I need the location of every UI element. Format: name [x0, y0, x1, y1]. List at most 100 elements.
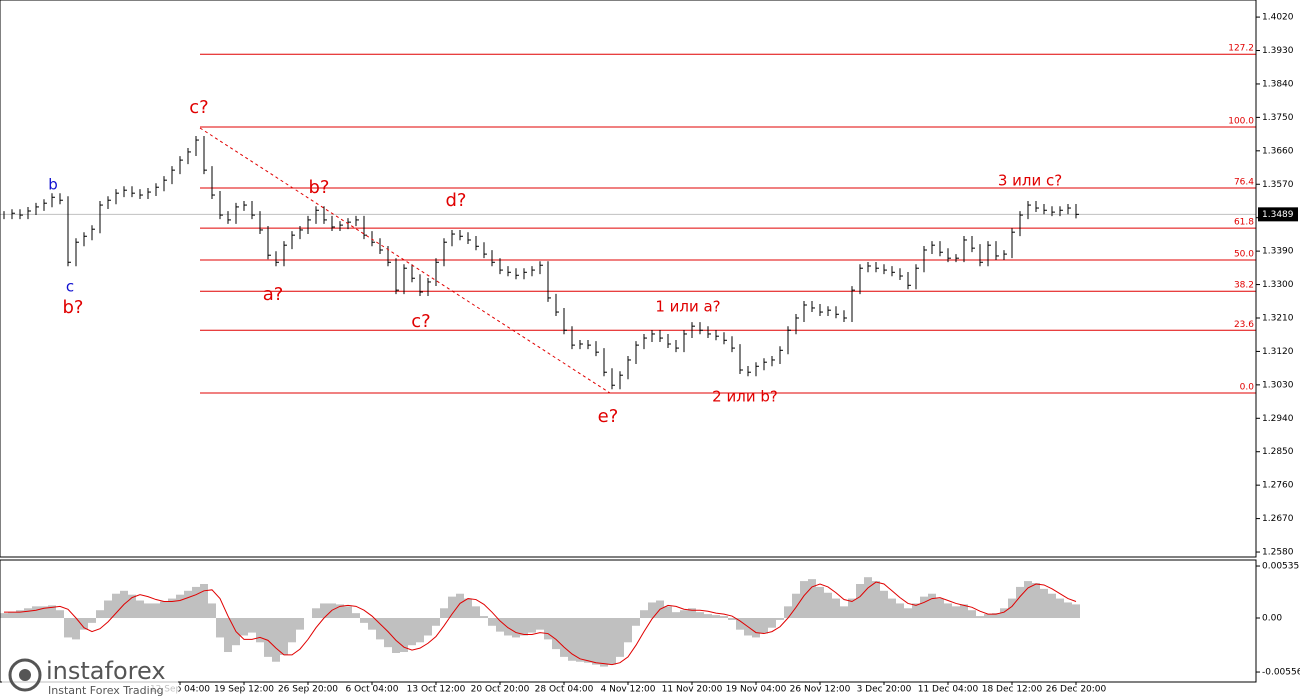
price-bar — [83, 232, 87, 247]
macd-bar — [632, 618, 640, 626]
price-bar — [875, 261, 879, 273]
price-bar — [219, 191, 223, 220]
macd-bar — [696, 612, 704, 619]
wave-label: 2 или b? — [712, 388, 778, 406]
y-tick-label: 1.3210 — [1262, 313, 1294, 323]
fib-label: 76.4 — [1234, 177, 1254, 187]
price-bar — [547, 261, 551, 302]
price-bar — [1051, 206, 1055, 217]
macd-bar — [856, 584, 864, 619]
macd-bar — [560, 618, 568, 657]
wave-label: 3 или c? — [998, 172, 1062, 190]
price-bar — [339, 221, 343, 231]
price-bar — [139, 189, 143, 200]
price-bar — [1075, 204, 1079, 219]
macd-bar — [1024, 581, 1032, 619]
price-bar — [251, 201, 255, 220]
macd-bar — [680, 610, 688, 619]
price-bar — [683, 329, 687, 353]
x-tick-label: 28 Oct 04:00 — [535, 685, 594, 695]
price-bar — [459, 230, 463, 241]
macd-bar — [288, 618, 296, 643]
macd-bar — [960, 604, 968, 619]
price-bar — [691, 322, 695, 338]
price-bar — [227, 211, 231, 224]
price-bar — [995, 241, 999, 260]
price-bar — [835, 306, 839, 319]
macd-bar — [80, 618, 88, 630]
macd-bar — [16, 610, 24, 619]
price-bar — [11, 209, 15, 220]
price-panel-border — [0, 0, 1257, 558]
price-bar — [947, 248, 951, 263]
macd-bar — [872, 581, 880, 619]
macd-bar — [40, 606, 48, 619]
x-tick-label: 3 Dec 20:00 — [857, 685, 912, 695]
macd-bar — [1056, 598, 1064, 619]
macd-bar — [712, 615, 720, 619]
price-bar — [723, 332, 727, 345]
y-tick-label: 1.3750 — [1262, 113, 1294, 123]
x-tick-label: 11 Dec 04:00 — [918, 685, 979, 695]
price-bar — [171, 166, 175, 185]
macd-bar — [368, 618, 376, 630]
fib-label: 100.0 — [1228, 117, 1254, 127]
price-bar — [395, 258, 399, 295]
plot: 1.4020 1.3930 1.3840 1.3750 1.3660 1.3570 1.34… — [0, 13, 1300, 695]
y-tick-label: 1.2670 — [1262, 514, 1294, 524]
macd-bar — [728, 618, 736, 620]
macd-bar — [520, 618, 528, 636]
macd-bar — [1000, 608, 1008, 619]
macd-bar — [552, 618, 560, 650]
price-bar — [811, 300, 815, 312]
price-bar — [315, 206, 319, 224]
macd-panel-border — [0, 559, 1257, 683]
macd-bar — [912, 603, 920, 619]
macd-bar — [240, 618, 248, 636]
macd-bar — [0, 613, 8, 619]
macd-bar — [760, 618, 768, 634]
macd-bar — [512, 618, 520, 638]
price-bar — [979, 244, 983, 267]
wave-label: c? — [189, 97, 208, 118]
macd-bar — [408, 618, 416, 646]
macd-bar — [128, 594, 136, 619]
macd-bar — [664, 606, 672, 619]
fib-label: 38.2 — [1234, 281, 1254, 291]
macd-bar — [488, 618, 496, 626]
macd-bar — [928, 593, 936, 619]
macd-bar — [392, 618, 400, 653]
macd-bar — [208, 603, 216, 619]
price-bar — [955, 254, 959, 263]
macd-bar — [768, 618, 776, 628]
macd-bar — [168, 598, 176, 619]
macd-bar — [984, 614, 992, 619]
price-bar — [307, 215, 311, 234]
price-bar — [243, 201, 247, 211]
price-bar — [299, 225, 303, 240]
wave-label: a? — [263, 284, 284, 305]
macd-bar — [320, 603, 328, 619]
price-bar — [507, 266, 511, 277]
macd-bar — [528, 618, 536, 633]
price-bar — [651, 329, 655, 343]
price-bar — [275, 251, 279, 267]
price-bar — [899, 268, 903, 281]
price-bar — [259, 211, 263, 234]
price-bar — [987, 241, 991, 267]
macd-bar — [472, 606, 480, 619]
macd-bar — [312, 608, 320, 619]
y-tick-label: 1.3120 — [1262, 347, 1294, 357]
macd-bar — [568, 618, 576, 661]
price-bar — [107, 196, 111, 210]
macd-bar — [96, 610, 104, 619]
price-bar — [939, 241, 943, 257]
wave-label: c? — [411, 311, 430, 332]
macd-bar — [864, 577, 872, 619]
price-bar — [779, 346, 783, 364]
macd-bar — [896, 603, 904, 619]
y-tick-label: 1.3030 — [1262, 380, 1294, 390]
price-bar — [1043, 204, 1047, 215]
macd-bar — [792, 593, 800, 619]
